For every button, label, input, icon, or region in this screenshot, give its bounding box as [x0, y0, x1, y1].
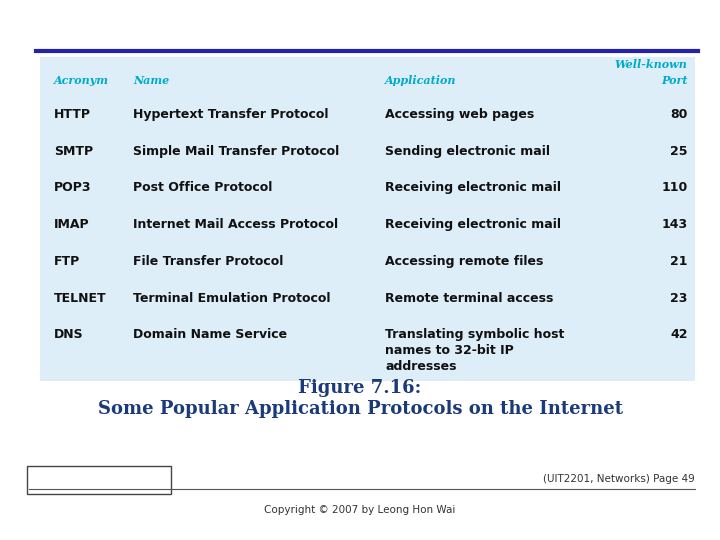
Text: TELNET: TELNET: [54, 292, 107, 305]
Text: Acronym: Acronym: [54, 76, 109, 86]
Text: 21: 21: [670, 255, 688, 268]
Text: File Transfer Protocol: File Transfer Protocol: [133, 255, 284, 268]
Text: IMAP: IMAP: [54, 218, 89, 231]
Text: 143: 143: [662, 218, 688, 231]
Text: 42: 42: [670, 328, 688, 341]
Text: Hypertext Transfer Protocol: Hypertext Transfer Protocol: [133, 108, 329, 121]
Text: Domain Name Service: Domain Name Service: [133, 328, 287, 341]
Text: Hon Wai Leong, NUS: Hon Wai Leong, NUS: [34, 477, 140, 487]
Text: Internet Mail Access Protocol: Internet Mail Access Protocol: [133, 218, 338, 231]
Text: Accessing web pages: Accessing web pages: [385, 108, 534, 121]
Text: 23: 23: [670, 292, 688, 305]
Text: (UIT2201, Networks) Page 49: (UIT2201, Networks) Page 49: [543, 474, 695, 484]
Text: 110: 110: [662, 181, 688, 194]
Text: Receiving electronic mail: Receiving electronic mail: [385, 181, 561, 194]
Text: Accessing remote files: Accessing remote files: [385, 255, 544, 268]
Text: FTP: FTP: [54, 255, 80, 268]
Text: Receiving electronic mail: Receiving electronic mail: [385, 218, 561, 231]
Text: Post Office Protocol: Post Office Protocol: [133, 181, 273, 194]
Text: Sending electronic mail: Sending electronic mail: [385, 145, 550, 158]
Text: Name: Name: [133, 76, 169, 86]
Text: 80: 80: [670, 108, 688, 121]
Text: Terminal Emulation Protocol: Terminal Emulation Protocol: [133, 292, 330, 305]
Text: Well-known: Well-known: [615, 59, 688, 70]
Text: Translating symbolic host
names to 32-bit IP
addresses: Translating symbolic host names to 32-bi…: [385, 328, 564, 373]
Text: Figure 7.16:: Figure 7.16:: [298, 379, 422, 397]
Text: Simple Mail Transfer Protocol: Simple Mail Transfer Protocol: [133, 145, 339, 158]
Text: Some Popular Application Protocols on the Internet: Some Popular Application Protocols on th…: [97, 401, 623, 418]
Text: Port: Port: [661, 76, 688, 86]
Text: Copyright © 2007 by Leong Hon Wai: Copyright © 2007 by Leong Hon Wai: [264, 505, 456, 515]
Text: Remote terminal access: Remote terminal access: [385, 292, 554, 305]
Text: Application: Application: [385, 76, 456, 86]
Text: HTTP: HTTP: [54, 108, 91, 121]
Text: SMTP: SMTP: [54, 145, 93, 158]
Text: 25: 25: [670, 145, 688, 158]
Text: POP3: POP3: [54, 181, 91, 194]
Text: DNS: DNS: [54, 328, 84, 341]
